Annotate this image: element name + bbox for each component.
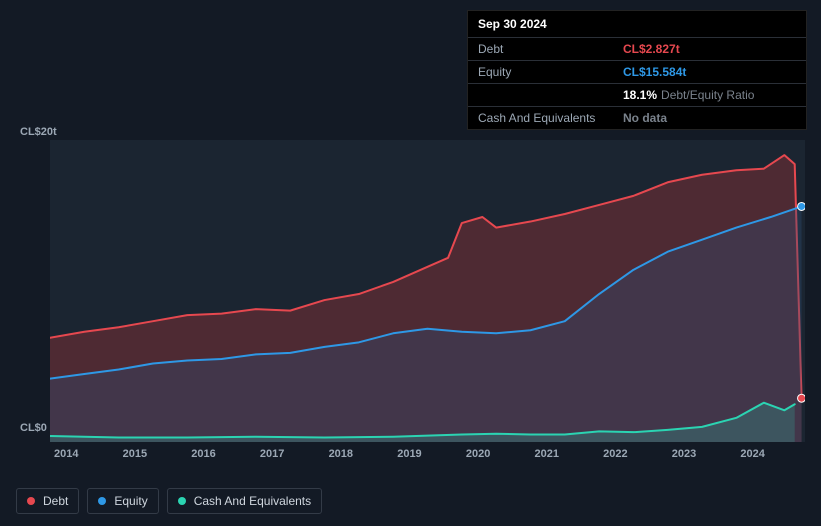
tooltip-row: 18.1%Debt/Equity Ratio — [468, 84, 806, 107]
x-axis-tick: 2015 — [119, 448, 188, 468]
legend-label: Debt — [43, 494, 68, 508]
legend-item-debt_plus_equity[interactable]: Debt — [16, 488, 79, 514]
x-axis-tick: 2020 — [462, 448, 531, 468]
tooltip-row: DebtCL$2.827t — [468, 38, 806, 61]
tooltip-row-value: CL$2.827t — [623, 42, 796, 56]
legend-dot-icon — [27, 497, 35, 505]
legend-dot-icon — [98, 497, 106, 505]
x-axis-tick: 2023 — [668, 448, 737, 468]
x-axis-labels: 2014201520162017201820192020202120222023… — [50, 448, 805, 468]
legend-label: Equity — [114, 494, 147, 508]
tooltip-row-value: 18.1%Debt/Equity Ratio — [623, 88, 796, 102]
chart-plot-area[interactable] — [50, 140, 805, 442]
y-axis-bottom-label: CL$0 — [20, 422, 47, 434]
x-axis-tick: 2022 — [599, 448, 668, 468]
tooltip-date: Sep 30 2024 — [468, 11, 806, 38]
tooltip-row: Cash And EquivalentsNo data — [468, 107, 806, 129]
x-axis-tick: 2017 — [256, 448, 325, 468]
legend-label: Cash And Equivalents — [194, 494, 311, 508]
chart-legend: Debt Equity Cash And Equivalents — [16, 488, 322, 514]
x-axis-tick: 2024 — [736, 448, 805, 468]
legend-dot-icon — [178, 497, 186, 505]
tooltip-row: EquityCL$15.584t — [468, 61, 806, 84]
legend-item-equity[interactable]: Equity — [87, 488, 158, 514]
x-axis-tick: 2021 — [530, 448, 599, 468]
x-axis-tick: 2016 — [187, 448, 256, 468]
tooltip-row-value: No data — [623, 111, 796, 125]
tooltip-row-label — [478, 88, 623, 102]
tooltip-row-label: Cash And Equivalents — [478, 111, 623, 125]
tooltip-row-value: CL$15.584t — [623, 65, 796, 79]
x-axis-tick: 2018 — [325, 448, 394, 468]
tooltip-row-label: Equity — [478, 65, 623, 79]
tooltip-row-label: Debt — [478, 42, 623, 56]
y-axis-top-label: CL$20t — [20, 126, 57, 138]
chart-tooltip: Sep 30 2024 DebtCL$2.827tEquityCL$15.584… — [467, 10, 807, 130]
x-axis-tick: 2019 — [393, 448, 462, 468]
x-axis-tick: 2014 — [50, 448, 119, 468]
chart-svg — [50, 140, 805, 442]
legend-item-cash[interactable]: Cash And Equivalents — [167, 488, 322, 514]
